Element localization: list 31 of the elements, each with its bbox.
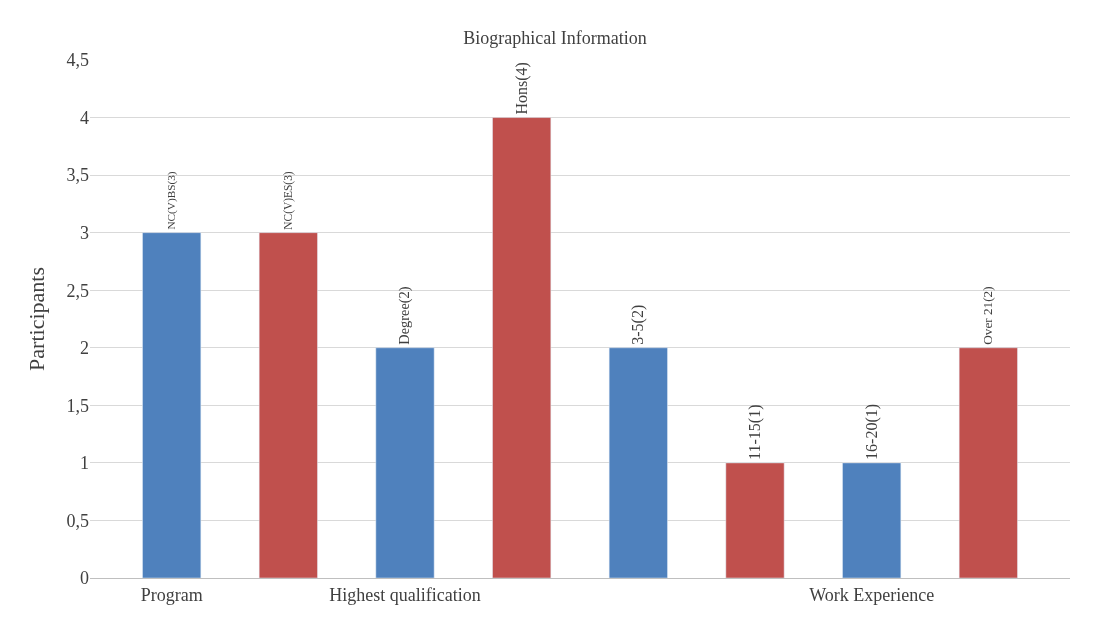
bar xyxy=(725,462,785,578)
y-axis-title: Participants xyxy=(24,267,50,371)
y-tick-label: 2,5 xyxy=(66,280,89,301)
y-tick-label: 0 xyxy=(80,568,89,589)
x-tick-label: Program xyxy=(140,584,203,605)
y-tick-label: 0,5 xyxy=(66,510,89,531)
y-tick-label: 1 xyxy=(80,453,89,474)
bar xyxy=(608,347,668,578)
bar xyxy=(958,347,1018,578)
y-tick-label: 2 xyxy=(80,338,89,359)
data-label: 16-20(1) xyxy=(862,403,881,460)
bar xyxy=(375,347,435,578)
data-label: 11-15(1) xyxy=(746,404,764,460)
y-tick-label: 1,5 xyxy=(66,395,89,416)
bar xyxy=(258,232,318,578)
data-label: NC(V)ES(3) xyxy=(281,171,295,230)
bar xyxy=(842,462,902,578)
x-tick-label: Work Experience xyxy=(809,584,935,605)
data-label: 3-5(2) xyxy=(629,304,648,345)
y-tick-label: 4 xyxy=(80,107,89,128)
data-label: Over 21(2) xyxy=(980,286,996,345)
x-tick-label: Highest qualification xyxy=(329,584,481,605)
data-label: Degree(2) xyxy=(396,286,414,345)
bar xyxy=(142,232,202,578)
y-tick-label: 4,5 xyxy=(66,50,89,71)
chart-title: Biographical Information xyxy=(463,28,647,48)
data-label: Hons(4) xyxy=(512,62,531,115)
data-label: NC(V)BS(3) xyxy=(165,171,179,230)
bar xyxy=(492,117,552,578)
y-tick-label: 3 xyxy=(80,222,89,243)
y-tick-label: 3,5 xyxy=(66,165,89,186)
